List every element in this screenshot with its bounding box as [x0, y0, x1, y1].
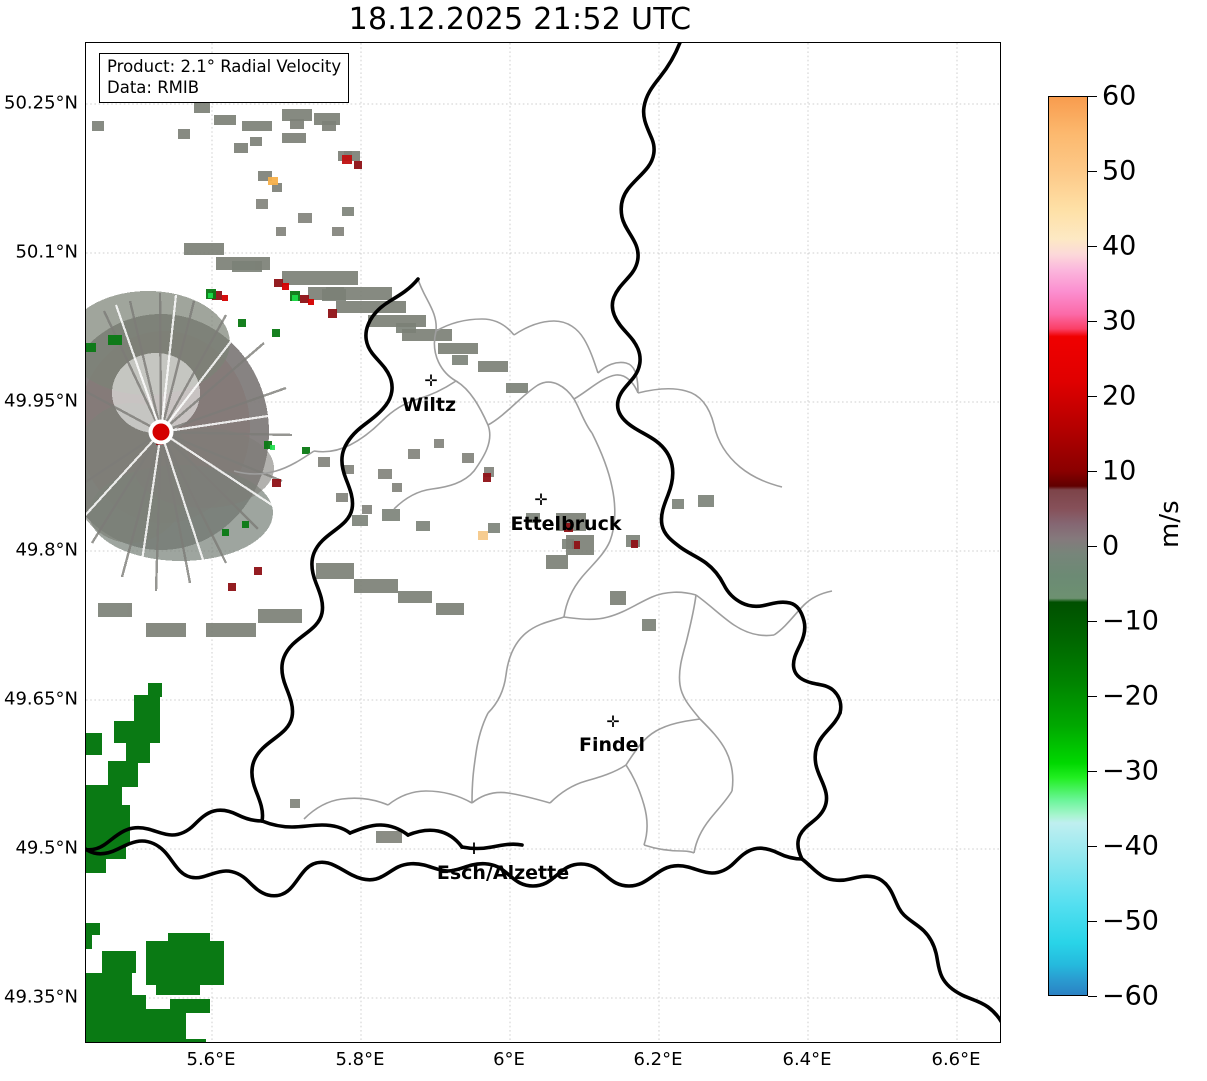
radar-echo-field [86, 103, 714, 1042]
map-canvas [86, 43, 1000, 1042]
x-tick-label-2: 6°E [493, 1049, 525, 1070]
colorbar-tick-60 [1088, 96, 1097, 97]
city-label-ettelbruck: Ettelbruck [510, 513, 622, 535]
city-marker-ettelbruck: ✛ [534, 490, 548, 509]
y-tick-label-5: 50.1°N [15, 241, 78, 263]
city-marker-esch-alzette: ✛ [467, 839, 481, 858]
y-tick-label-6: 50.25°N [4, 92, 78, 114]
x-tick-label-1: 5.8°E [335, 1049, 385, 1070]
colorbar-label-30: 30 [1102, 305, 1137, 337]
y-tick-label-1: 49.5°N [15, 837, 78, 859]
x-tick-label-4: 6.4°E [782, 1049, 832, 1070]
colorbar-gradient [1048, 96, 1088, 996]
colorbar-label-40: 40 [1102, 230, 1137, 262]
city-label-esch-alzette: Esch/Alzette [436, 862, 570, 884]
map-gridlines [86, 43, 1000, 1042]
city-marker-findel: ✛ [606, 712, 620, 731]
district-boundaries [233, 278, 833, 854]
city-label-wiltz: Wiltz [401, 394, 457, 416]
colorbar-tick-m60 [1088, 996, 1097, 997]
colorbar-label-m10: −10 [1102, 605, 1159, 637]
colorbar-label-60: 60 [1102, 80, 1137, 112]
info-product-line: Product: 2.1° Radial Velocity [107, 57, 342, 76]
national-border [86, 43, 1000, 1023]
colorbar-label-m20: −20 [1102, 680, 1159, 712]
colorbar-label-10: 10 [1102, 455, 1137, 487]
page-title: 18.12.2025 21:52 UTC [348, 2, 692, 37]
colorbar-tick-40 [1088, 246, 1097, 247]
city-marker-wiltz: ✛ [424, 371, 438, 390]
y-tick-label-2: 49.65°N [4, 688, 78, 710]
colorbar-tick-m10 [1088, 621, 1097, 622]
echo-cluster-southwest [86, 683, 224, 1042]
info-box: Product: 2.1° Radial Velocity Data: RMIB [99, 53, 350, 104]
colorbar-label-20: 20 [1102, 380, 1137, 412]
radar-station-marker[interactable] [152, 423, 170, 441]
colorbar-label-m50: −50 [1102, 905, 1159, 937]
echo-cluster-main [86, 103, 714, 637]
x-tick-label-5: 6.6°E [931, 1049, 981, 1070]
colorbar-label-0: 0 [1102, 530, 1120, 562]
colorbar-label-m30: −30 [1102, 755, 1159, 787]
city-label-findel: Findel [578, 734, 646, 756]
y-tick-label-0: 49.35°N [4, 986, 78, 1008]
colorbar-tick-m50 [1088, 921, 1097, 922]
y-tick-label-3: 49.8°N [15, 539, 78, 561]
colorbar-tick-50 [1088, 171, 1097, 172]
colorbar[interactable]: 60 50 40 30 20 10 0 −10 −20 −30 −40 −50 … [1048, 81, 1159, 1012]
colorbar-label-m60: −60 [1102, 980, 1159, 1012]
info-data-line: Data: RMIB [107, 77, 200, 97]
colorbar-tick-0 [1088, 546, 1097, 547]
colorbar-label-m40: −40 [1102, 830, 1159, 862]
colorbar-label-50: 50 [1102, 155, 1137, 187]
colorbar-tick-m20 [1088, 696, 1097, 697]
x-tick-label-3: 6.2°E [633, 1049, 683, 1070]
colorbar-tick-30 [1088, 321, 1097, 322]
colorbar-unit-label: m/s [1155, 500, 1185, 548]
y-tick-label-4: 49.95°N [4, 390, 78, 412]
colorbar-tick-m30 [1088, 771, 1097, 772]
colorbar-tick-20 [1088, 396, 1097, 397]
colorbar-tick-10 [1088, 471, 1097, 472]
x-tick-label-0: 5.6°E [186, 1049, 236, 1070]
radar-map-plot[interactable]: Product: 2.1° Radial Velocity Data: RMIB… [85, 42, 1001, 1043]
colorbar-tick-m40 [1088, 846, 1097, 847]
